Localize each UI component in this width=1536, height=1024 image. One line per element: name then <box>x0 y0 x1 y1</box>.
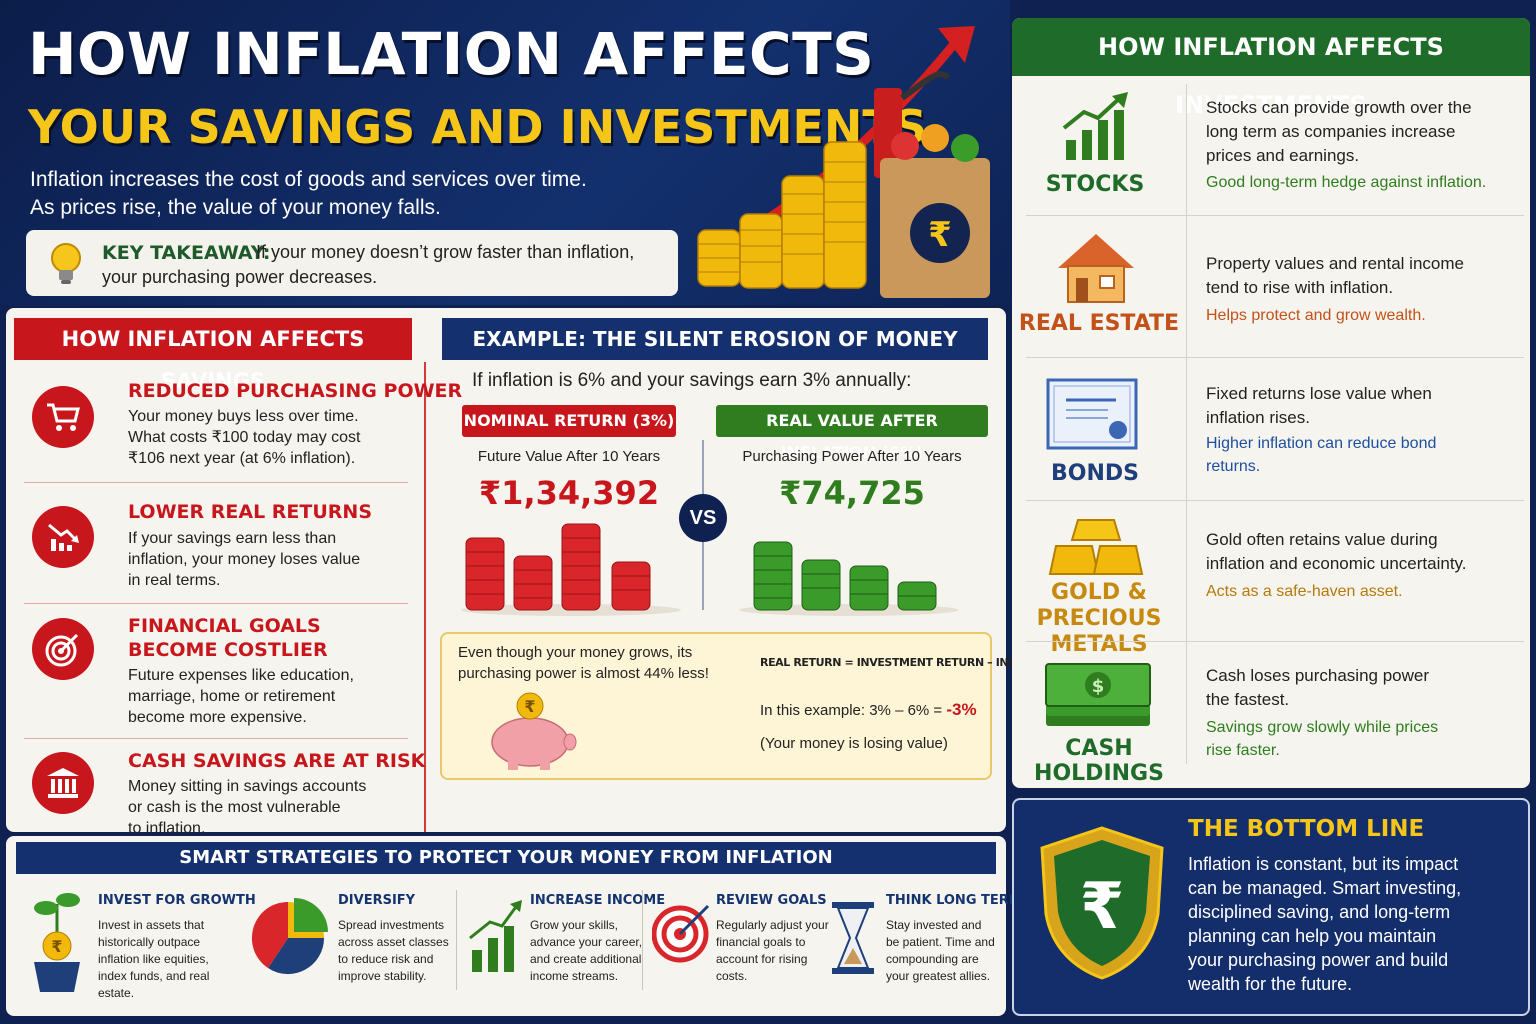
strategies-heading: SMART STRATEGIES TO PROTECT YOUR MONEY F… <box>16 842 996 874</box>
strategy-text: Grow your skills, advance your career, and… <box>530 918 643 983</box>
investment-note: Helps protect and grow wealth. <box>1206 307 1426 324</box>
divider <box>1026 357 1524 358</box>
investments-heading: HOW INFLATION AFFECTS INVESTMENTS <box>1012 18 1530 119</box>
arrow-up-icon <box>938 26 975 63</box>
cash-stack-icon: $ <box>1045 663 1151 726</box>
investment-note: Good long-term hedge against inflation. <box>1206 174 1487 191</box>
investment-text: Gold often retains value during inflation… <box>1206 530 1467 573</box>
investment-label: REAL ESTATE <box>1018 311 1180 336</box>
example-note: Even though your money grows, its purchas… <box>458 644 709 682</box>
investment-label: STOCKS <box>1045 172 1145 197</box>
nominal-subtitle: Future Value After 10 Years <box>477 448 661 465</box>
down-trend-icon <box>32 506 94 568</box>
plant-coin-icon: ₹ <box>34 893 80 992</box>
savings-item-title: REDUCED PURCHASING POWER <box>128 380 463 402</box>
savings-item-title: LOWER REAL RETURNS <box>128 501 373 523</box>
real-value: ₹74,725 <box>779 474 925 512</box>
divider <box>24 738 408 739</box>
divider <box>1026 500 1524 501</box>
page-subtitle: YOUR SAVINGS AND INVESTMENTS <box>28 100 927 154</box>
takeaway-text-1: If your money doesn’t grow faster than i… <box>256 242 635 262</box>
strategy-title: INVEST FOR GROWTH <box>98 893 256 908</box>
rupee-glyph: ₹ <box>1080 870 1125 944</box>
strategy-text: Regularly adjust your financial goals to a… <box>716 918 829 983</box>
rising-prices-illustration: ₹ <box>697 26 990 298</box>
investment-label: GOLD & PRECIOUS METALS <box>1036 580 1162 657</box>
divider <box>24 603 408 604</box>
growth-bars-icon <box>469 900 522 972</box>
savings-item-title: CASH SAVINGS ARE AT RISK <box>128 750 426 772</box>
pie-chart-icon <box>251 898 328 975</box>
savings-item-text: Money sitting in savings accounts or cash… <box>128 778 367 837</box>
bottom-line-text: Inflation is constant, but its impact can… <box>1188 854 1462 994</box>
takeaway-label: KEY TAKEAWAY: <box>102 242 271 264</box>
nominal-value: ₹1,34,392 <box>478 474 660 512</box>
formula-text: REAL RETURN = INVESTMENT RETURN – INFLAT… <box>760 656 1058 669</box>
investment-label: CASH HOLDINGS <box>1034 736 1164 786</box>
intro-line-2: As prices rise, the value of your money … <box>30 196 441 219</box>
divider <box>456 890 457 990</box>
vs-badge: VS <box>679 494 727 542</box>
bank-icon <box>32 752 94 814</box>
gold-bars-icon <box>1048 519 1144 575</box>
investment-label: BONDS <box>1051 461 1139 486</box>
bottom-line-heading: THE BOTTOM LINE <box>1188 816 1425 842</box>
house-icon <box>1058 234 1134 303</box>
strategy-title: DIVERSIFY <box>338 893 416 908</box>
shield-icon: ₹ <box>1040 826 1164 980</box>
real-subtitle: Purchasing Power After 10 Years <box>742 448 962 465</box>
investment-text: Property values and rental income tend to… <box>1206 254 1464 297</box>
hourglass-icon <box>832 902 874 974</box>
savings-item-text: If your savings earn less than inflation,… <box>128 530 361 589</box>
svg-text:₹: ₹ <box>51 937 62 956</box>
example-heading: EXAMPLE: THE SILENT EROSION OF MONEY <box>442 318 988 360</box>
red-coin-stacks-icon <box>461 523 681 616</box>
svg-text:$: $ <box>1092 676 1105 697</box>
strategy-title: THINK LONG TERM <box>886 893 1022 908</box>
target-icon <box>32 618 94 680</box>
column-divider <box>1186 84 1187 764</box>
strategy-text: Invest in assets that historically outpac… <box>98 918 210 1000</box>
shopping-cart-icon <box>32 386 94 448</box>
savings-item-title: FINANCIAL GOALS BECOME COSTLIER <box>128 615 328 661</box>
rupee-glyph: ₹ <box>928 215 952 255</box>
strategy-title: INCREASE INCOME <box>530 893 666 908</box>
nominal-return-label: NOMINAL RETURN (3%) <box>462 405 676 437</box>
investment-note: Higher inflation can reduce bond returns. <box>1206 435 1437 475</box>
savings-item-text: Your money buys less over time. What cost… <box>128 408 361 467</box>
certificate-icon <box>1046 378 1138 450</box>
investment-note: Savings grow slowly while prices rise fas… <box>1206 719 1439 759</box>
savings-heading: HOW INFLATION AFFECTS SAVINGS <box>14 318 412 393</box>
column-divider <box>424 362 426 832</box>
key-takeaway-box: KEY TAKEAWAY: If your money doesn’t grow… <box>26 230 678 296</box>
divider <box>1026 215 1524 216</box>
green-coin-stacks-icon <box>739 541 959 616</box>
savings-item-text: Future expenses like education, marriage,… <box>128 667 354 726</box>
investment-text: Stocks can provide growth over the long t… <box>1206 98 1472 165</box>
divider <box>24 482 408 483</box>
svg-text:₹: ₹ <box>524 697 535 716</box>
calc-line: In this example: 3% – 6% = -3% <box>760 700 977 719</box>
divider <box>1026 641 1524 642</box>
investment-note: Acts as a safe-haven asset. <box>1206 583 1403 600</box>
calc-note: (Your money is losing value) <box>760 735 948 752</box>
takeaway-text-2: your purchasing power decreases. <box>102 267 378 287</box>
divider <box>642 890 643 990</box>
strategy-title: REVIEW GOALS <box>716 893 827 908</box>
investment-text: Fixed returns lose value when inflation r… <box>1206 384 1432 427</box>
stock-chart-icon <box>1062 92 1128 160</box>
example-premise: If inflation is 6% and your savings earn… <box>472 370 912 391</box>
rupee-coin-icon <box>910 203 970 263</box>
investment-text: Cash loses purchasing power the fastest. <box>1206 666 1430 709</box>
strategy-text: Stay invested and be patient. Time and com… <box>886 918 995 983</box>
target-icon <box>652 904 710 963</box>
lightbulb-icon <box>51 243 81 284</box>
intro-line-1: Inflation increases the cost of goods an… <box>30 168 587 191</box>
real-value-label: REAL VALUE AFTER INFLATION (6%) <box>716 405 988 462</box>
strategy-text: Spread investments across asset classes to… <box>338 918 449 983</box>
page-title: HOW INFLATION AFFECTS <box>28 20 875 88</box>
piggy-bank-icon: ₹ <box>491 692 577 770</box>
